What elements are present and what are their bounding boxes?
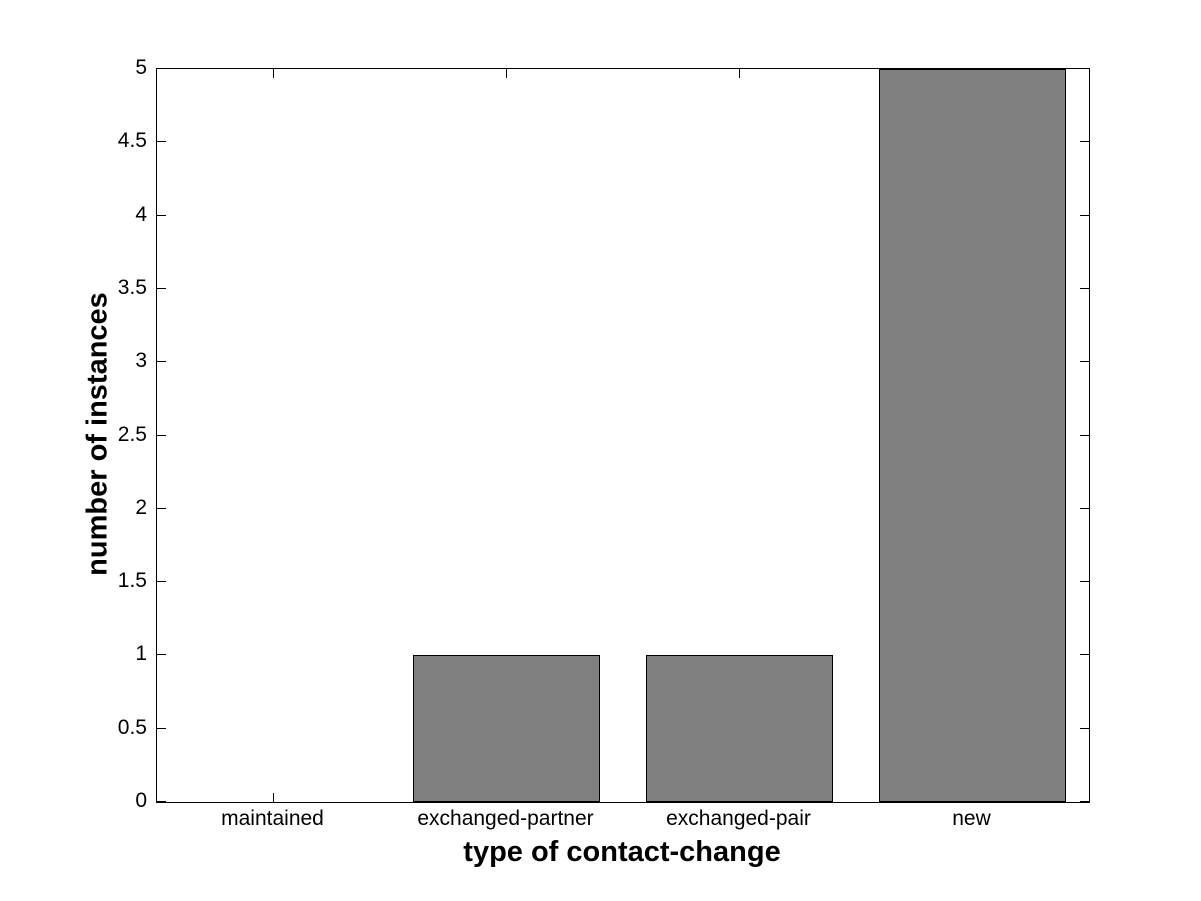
y-tick-label: 4 <box>135 202 147 226</box>
y-tick-mirror <box>1080 434 1089 436</box>
x-tick-label: exchanged-partner <box>417 807 594 830</box>
x-tick-label: exchanged-pair <box>666 807 811 830</box>
bar-new <box>879 69 1066 802</box>
y-tick-mirror <box>1080 68 1089 69</box>
y-tick-label: 1 <box>135 642 147 666</box>
y-tick <box>157 801 166 802</box>
y-tick <box>157 581 166 583</box>
y-tick-label: 3.5 <box>117 275 147 299</box>
x-axis-label: type of contact-change <box>463 836 781 868</box>
y-tick <box>157 68 166 69</box>
y-tick-label: 4.5 <box>117 129 147 153</box>
y-tick-label: 5 <box>135 56 147 79</box>
y-tick <box>157 141 166 143</box>
y-tick-mirror <box>1080 361 1089 363</box>
y-tick-label: 1.5 <box>117 569 147 593</box>
y-tick-mirror <box>1080 507 1089 509</box>
y-tick-mirror <box>1080 287 1089 289</box>
x-tick-label: new <box>952 807 991 830</box>
y-tick <box>157 361 166 363</box>
y-tick-mirror <box>1080 801 1089 802</box>
y-tick <box>157 214 166 216</box>
y-tick-label: 3 <box>135 349 147 373</box>
y-tick-mirror <box>1080 581 1089 583</box>
y-tick-mirror <box>1080 654 1089 656</box>
x-tick-mirror <box>738 69 740 78</box>
y-tick-mirror <box>1080 214 1089 216</box>
x-tick-mirror <box>505 69 507 78</box>
x-tick-mirror <box>272 69 274 78</box>
y-tick-label: 0 <box>135 789 147 812</box>
x-tick-label: maintained <box>221 807 324 830</box>
x-tick <box>272 793 274 802</box>
y-tick-label: 2.5 <box>117 422 147 446</box>
y-tick <box>157 727 166 729</box>
y-tick <box>157 287 166 289</box>
y-tick-label: 2 <box>135 495 147 519</box>
y-tick-label: 0.5 <box>117 715 147 739</box>
bar-exchanged-partner <box>413 655 600 802</box>
plot-area <box>156 68 1090 803</box>
bar-exchanged-pair <box>646 655 833 802</box>
y-tick <box>157 654 166 656</box>
y-tick <box>157 434 166 436</box>
y-tick-mirror <box>1080 727 1089 729</box>
y-tick-mirror <box>1080 141 1089 143</box>
y-tick <box>157 507 166 509</box>
